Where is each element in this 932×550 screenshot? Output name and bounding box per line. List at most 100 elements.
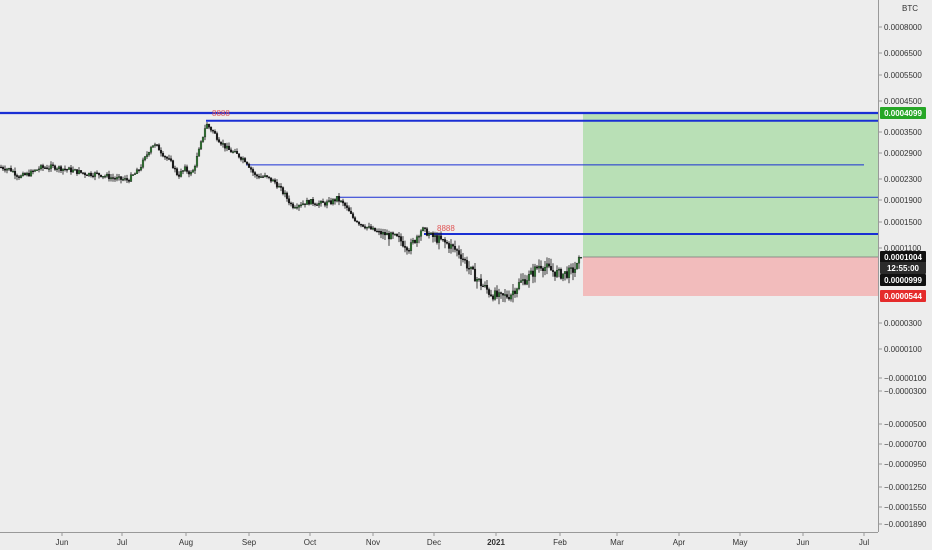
candle-body — [261, 176, 265, 178]
candle-body — [83, 172, 87, 176]
profit-zone[interactable] — [583, 113, 878, 257]
loss-zone[interactable] — [583, 257, 878, 296]
x-tick-label: Jun — [797, 538, 810, 547]
candle-body — [363, 226, 367, 229]
candle-body — [57, 166, 61, 170]
candle-body — [559, 269, 563, 279]
candle-body — [419, 230, 423, 237]
candle-body — [267, 176, 271, 178]
candle-body — [457, 250, 461, 255]
candle-body — [133, 173, 137, 175]
candlesticks — [0, 122, 583, 305]
y-tick-label: 0.0004500 — [884, 97, 922, 106]
candle-body — [525, 280, 529, 285]
candle-body — [175, 168, 179, 176]
candle-body — [259, 176, 263, 178]
candle-body — [341, 200, 345, 204]
y-tick-label: 0.0005500 — [884, 71, 922, 80]
candle-body — [553, 271, 557, 277]
candle-body — [347, 207, 351, 212]
candle-body — [557, 269, 561, 271]
candle-body — [127, 180, 131, 182]
candle-body — [215, 133, 219, 140]
candle-body — [463, 259, 467, 261]
candle-body — [333, 199, 337, 202]
candle-body — [381, 232, 385, 235]
candle-body — [23, 173, 27, 176]
candle-body — [465, 260, 469, 269]
candle-body — [11, 171, 15, 173]
price-badge — [880, 107, 926, 119]
y-axis-symbol-label: BTC — [902, 4, 918, 13]
candle-body — [309, 199, 313, 205]
x-tick-label: Dec — [427, 538, 441, 547]
candle-body — [487, 289, 491, 295]
candle-body — [475, 279, 479, 282]
candle-body — [343, 202, 347, 206]
candle-body — [63, 168, 67, 171]
y-tick-label: 0.0008000 — [884, 23, 922, 32]
candle-body — [203, 128, 207, 138]
candle-body — [239, 157, 243, 160]
candle-body — [137, 169, 141, 171]
candle-body — [231, 151, 235, 153]
x-axis-panel[interactable] — [0, 532, 932, 550]
candle-body — [351, 213, 355, 218]
candle-body — [385, 233, 389, 236]
candle-body — [99, 174, 103, 177]
candle-body — [209, 127, 213, 131]
candle-body — [391, 232, 395, 235]
candle-body — [565, 271, 569, 278]
candle-body — [107, 174, 111, 180]
candle-body — [471, 266, 475, 270]
candle-body — [431, 232, 435, 238]
candle-body — [243, 158, 247, 163]
candle-body — [55, 168, 59, 171]
candle-body — [305, 200, 309, 205]
y-tick-label: −0.0000300 — [884, 387, 927, 396]
candle-body — [51, 164, 55, 166]
candle-body — [273, 179, 277, 183]
x-tick-label: Aug — [179, 538, 193, 547]
candle-body — [473, 268, 477, 282]
candle-body — [93, 172, 97, 177]
candle-body — [245, 161, 249, 165]
candle-body — [331, 199, 335, 205]
candle-body — [121, 179, 125, 181]
candle-body — [141, 159, 145, 168]
candle-body — [103, 175, 107, 178]
candle-body — [355, 220, 359, 223]
candle-body — [439, 235, 443, 240]
candle-body — [291, 203, 295, 208]
y-tick-label: −0.0000500 — [884, 420, 927, 429]
candle-body — [159, 150, 163, 154]
candle-body — [283, 192, 287, 195]
candle-body — [85, 174, 89, 177]
candle-body — [539, 265, 543, 269]
y-tick-label: −0.0001250 — [884, 483, 927, 492]
candle-body — [157, 144, 161, 151]
candle-body — [579, 256, 583, 259]
candle-body — [163, 156, 167, 158]
x-tick-label: 2021 — [487, 538, 505, 547]
candle-body — [25, 172, 29, 176]
candle-body — [233, 151, 237, 153]
candle-body — [15, 175, 19, 177]
candle-body — [171, 160, 175, 169]
candle-body — [379, 231, 383, 235]
candle-body — [251, 169, 255, 173]
annotation-mid: 8888 — [437, 224, 455, 233]
candle-body — [389, 232, 393, 240]
x-tick-label: Apr — [673, 538, 686, 547]
candle-body — [247, 163, 251, 168]
candle-body — [123, 178, 127, 180]
candle-body — [315, 204, 319, 206]
candle-body — [17, 176, 21, 178]
candle-body — [445, 242, 449, 244]
candle-body — [577, 256, 581, 264]
candle-body — [19, 175, 23, 178]
candle-body — [97, 172, 101, 176]
candle-body — [513, 290, 517, 294]
